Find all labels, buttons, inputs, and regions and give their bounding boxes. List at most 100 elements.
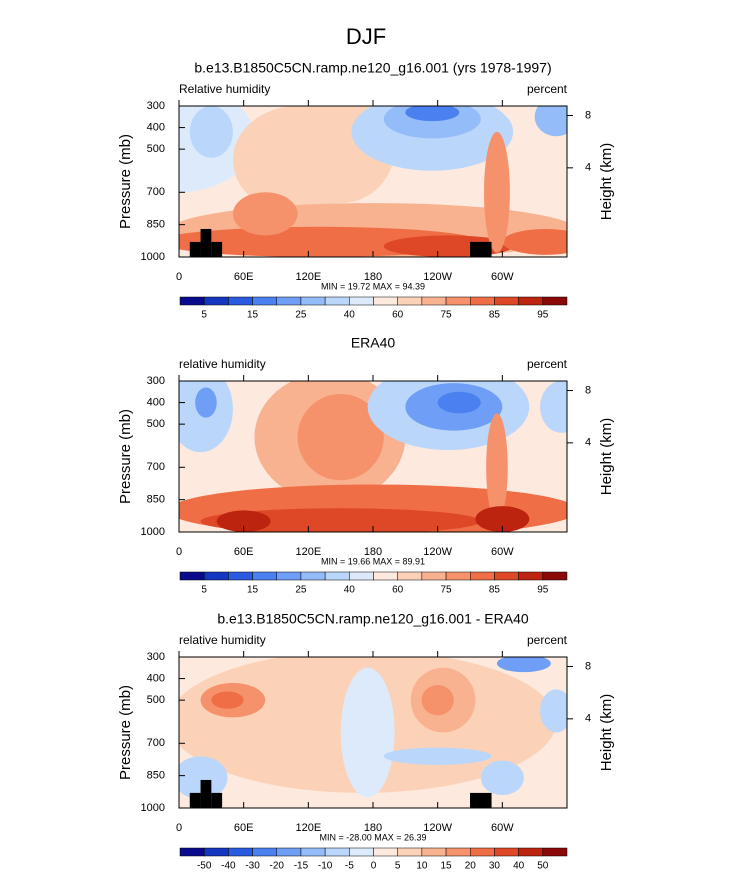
- colorbar-label: -40: [221, 861, 236, 872]
- colorbar-box: [494, 847, 519, 857]
- colorbar-box: [397, 571, 423, 581]
- colorbar-box: [203, 296, 229, 306]
- right-label: percent: [527, 633, 568, 647]
- colorbar-box: [300, 296, 326, 306]
- x-tick-label: 120W: [423, 271, 452, 283]
- colorbar-box: [203, 571, 229, 581]
- colorbar-box: [276, 571, 302, 581]
- y-tick-label: 400: [147, 396, 165, 408]
- colorbar-label: 20: [465, 861, 477, 872]
- y-tick-label: 700: [147, 186, 165, 198]
- y2-tick-label: 8: [585, 109, 591, 121]
- colorbar-label: 0: [371, 861, 377, 872]
- y-tick-label: 300: [147, 375, 165, 387]
- x-tick-label: 120W: [423, 822, 452, 834]
- contour-fill: [421, 685, 454, 716]
- y-tick-label: 850: [147, 770, 165, 782]
- y-tick-label: 500: [147, 694, 165, 706]
- colorbar-label: 30: [489, 861, 501, 872]
- colorbar-box: [276, 296, 302, 306]
- colorbar-box: [373, 847, 398, 857]
- colorbar-label: 5: [201, 585, 207, 596]
- contour-field: [179, 106, 567, 257]
- colorbar-box: [324, 296, 350, 306]
- colorbar-label: -50: [197, 861, 212, 872]
- colorbar-label: 5: [201, 310, 207, 321]
- y2-tick-label: 4: [585, 162, 591, 174]
- right-label: percent: [527, 357, 568, 371]
- y-tick-label: 850: [147, 219, 165, 231]
- contour-fill: [480, 760, 524, 796]
- x-tick-label: 120E: [295, 271, 321, 283]
- colorbar-label: -10: [318, 861, 333, 872]
- colorbar-label: -15: [294, 861, 309, 872]
- y-tick-label: 850: [147, 494, 165, 506]
- colorbar-box: [179, 296, 205, 306]
- colorbar-box: [324, 571, 350, 581]
- colorbar-label: 85: [489, 310, 501, 321]
- y2-tick-label: 8: [585, 384, 591, 396]
- colorbar-box: [349, 296, 374, 306]
- colorbar-label: 15: [441, 861, 453, 872]
- colorbar-box: [494, 571, 519, 581]
- colorbar-label: 40: [344, 310, 356, 321]
- topography: [211, 241, 223, 257]
- contour-field: [179, 381, 567, 532]
- colorbar-box: [542, 296, 568, 306]
- y-tick-label: 1000: [141, 251, 165, 263]
- x-tick-label: 0: [176, 546, 182, 558]
- y2-axis-title: Height (km): [598, 418, 615, 496]
- y2-axis-title: Height (km): [598, 143, 615, 221]
- contour-fill: [534, 106, 567, 137]
- topography: [200, 228, 212, 257]
- x-tick-label: 60E: [234, 271, 254, 283]
- colorbar-label: 95: [537, 585, 549, 596]
- y-tick-label: 700: [147, 737, 165, 749]
- y-tick-label: 400: [147, 672, 165, 684]
- colorbar-box: [542, 847, 568, 857]
- colorbar-box: [470, 847, 495, 857]
- colorbar-box: [397, 847, 423, 857]
- colorbar-label: 15: [247, 310, 259, 321]
- colorbar-label: 60: [392, 310, 404, 321]
- colorbar-box: [445, 296, 471, 306]
- topography: [200, 779, 212, 808]
- colorbar-box: [300, 847, 326, 857]
- x-tick-label: 0: [176, 822, 182, 834]
- y-tick-label: 500: [147, 418, 165, 430]
- x-tick-label: 180: [364, 546, 382, 558]
- contour-fill: [383, 747, 492, 765]
- y-axis-title: Pressure (mb): [117, 409, 134, 504]
- colorbar-label: -30: [245, 861, 260, 872]
- colorbar-box: [373, 571, 398, 581]
- y2-tick-label: 8: [585, 660, 591, 672]
- colorbar-box: [373, 296, 398, 306]
- contour-fill: [540, 689, 567, 733]
- main-title: DJF: [346, 24, 386, 49]
- contour-fill: [502, 228, 567, 255]
- colorbar-box: [470, 571, 495, 581]
- colorbar-label: -5: [345, 861, 354, 872]
- topography: [470, 792, 492, 808]
- panel-title: ERA40: [351, 335, 396, 351]
- colorbar-label: 40: [344, 585, 356, 596]
- left-label: relative humidity: [179, 357, 266, 371]
- stats: MIN = -28.00 MAX = 26.39: [319, 832, 426, 842]
- y-tick-label: 700: [147, 461, 165, 473]
- contour-field: [179, 657, 567, 808]
- colorbar-label: -20: [270, 861, 285, 872]
- colorbar-box: [421, 571, 447, 581]
- panel-title: b.e13.B1850C5CN.ramp.ne120_g16.001 - ERA…: [217, 611, 529, 627]
- contour-fill: [189, 106, 233, 158]
- x-tick-label: 60W: [491, 822, 514, 834]
- contour-fill: [179, 756, 228, 800]
- y-tick-label: 300: [147, 651, 165, 663]
- contour-fill: [200, 508, 481, 532]
- colorbar-label: 75: [441, 585, 453, 596]
- colorbar-label: 15: [247, 585, 259, 596]
- colorbar-label: 50: [537, 861, 549, 872]
- colorbar-box: [228, 296, 253, 306]
- colorbar-label: 40: [513, 861, 525, 872]
- colorbar-label: 25: [295, 585, 307, 596]
- colorbar-box: [228, 571, 253, 581]
